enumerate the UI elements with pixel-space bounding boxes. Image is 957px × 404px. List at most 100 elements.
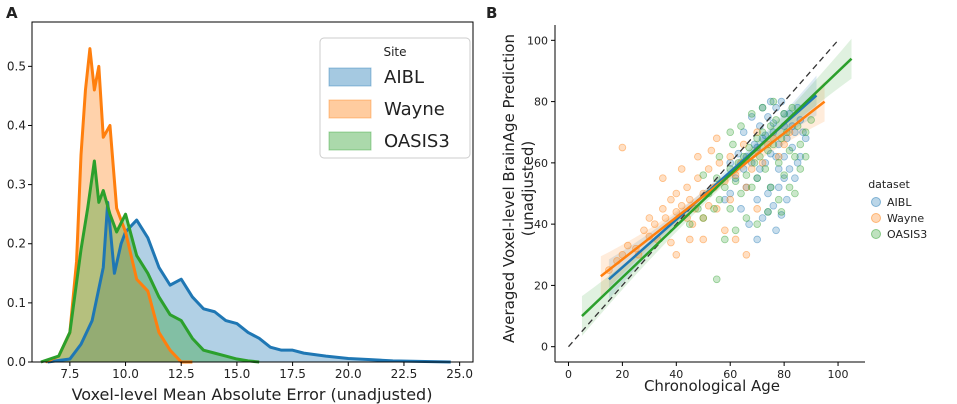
- scatter-point-wayne: [672, 189, 681, 198]
- scatter-point-aibl: [758, 214, 767, 222]
- scatter-point-oasis3: [766, 122, 775, 130]
- scatter-point-oasis3: [788, 103, 797, 112]
- scatter-point-aibl: [764, 189, 772, 198]
- identity-line: [567, 39, 839, 348]
- panel-a-x-tick-label: 20.0: [335, 367, 362, 381]
- scatter-point-oasis3: [753, 220, 761, 228]
- scatter-point-oasis3: [801, 152, 810, 161]
- scatter-point-oasis3: [699, 214, 708, 222]
- panel-a-x-tick-label: 22.5: [391, 367, 418, 381]
- scatter-point-oasis3: [712, 275, 721, 284]
- legend-b-marker-aibl: [871, 197, 881, 207]
- scatter-point-aibl: [774, 140, 783, 149]
- panel-b-y-tick-label: 100: [527, 34, 548, 47]
- panel-a-x-tick-label: 25.0: [446, 367, 473, 381]
- scatter-point-oasis3: [766, 183, 775, 192]
- legend-b-label-oasis3: OASIS3: [887, 228, 927, 241]
- panel-b-x-tick-label: 0: [565, 368, 572, 381]
- scatter-point-aibl: [764, 208, 772, 216]
- panel-a-x-axis-label: Voxel-level Mean Absolute Error (unadjus…: [72, 385, 433, 404]
- panel-a-y-tick-label: 0.5: [7, 59, 26, 73]
- panel-b-axes: 0 20 40 60 80 100 0 20 40 60 80 100: [527, 25, 865, 381]
- panel-a-legend-title: Site: [383, 45, 406, 59]
- panel-a-y-tick-label: 0.1: [7, 296, 26, 310]
- panel-label-a: A: [6, 4, 18, 22]
- scatter-point-aibl: [791, 174, 799, 182]
- scatter-point-aibl: [769, 201, 778, 210]
- panel-b-x-tick-label: 100: [828, 368, 849, 381]
- panel-b-y-tick-label: 20: [534, 279, 548, 292]
- scatter-point-oasis3: [774, 195, 783, 204]
- regression-line-wayne: [600, 100, 826, 278]
- scatter-point-aibl: [799, 128, 807, 137]
- scatter-point-oasis3: [780, 171, 788, 179]
- panel-a-x-tick-label: 7.5: [60, 367, 79, 381]
- panel-label-b: B: [486, 4, 497, 22]
- scatter-point-oasis3: [796, 140, 805, 149]
- legend-a-swatch-oasis3: [328, 131, 372, 151]
- scatter-point-wayne: [694, 174, 702, 182]
- scatter-point-oasis3: [758, 103, 767, 112]
- scatter-point-aibl: [801, 134, 810, 143]
- scatter-point-aibl: [793, 159, 802, 167]
- scatter-point-oasis3: [796, 165, 805, 173]
- panel-a-x-tick-label: 17.5: [279, 367, 306, 381]
- panel-a-y-tick-label: 0.3: [7, 178, 26, 192]
- scatter-point-oasis3: [742, 171, 751, 179]
- scatter-point-oasis3: [753, 134, 761, 143]
- scatter-point-oasis3: [742, 214, 751, 222]
- scatter-point-aibl: [737, 205, 745, 213]
- panel-b-x-tick-label: 60: [723, 368, 737, 381]
- scatter-point-oasis3: [774, 159, 783, 167]
- scatter-point-aibl: [766, 149, 775, 158]
- panel-a-legend: Site AIBL Wayne OASIS3: [319, 37, 471, 159]
- panel-a-x-tick-label: 10.0: [112, 367, 139, 381]
- legend-a-label-oasis3: OASIS3: [384, 131, 450, 152]
- scatter-point-aibl: [766, 183, 775, 192]
- scatter-point-wayne: [715, 159, 724, 167]
- panel-b-x-tick-label: 20: [615, 368, 629, 381]
- scatter-point-oasis3: [791, 152, 799, 161]
- scatter-point-wayne: [667, 238, 675, 247]
- panel-b-regression-lines: [567, 39, 853, 348]
- scatter-point-wayne: [640, 226, 648, 235]
- panel-b-x-tick-label: 40: [669, 368, 683, 381]
- scatter-point-aibl: [745, 220, 753, 228]
- legend-b-label-aibl: AIBL: [887, 196, 912, 209]
- scatter-point-wayne: [618, 143, 627, 152]
- panel-b-x-axis-label: Chronological Age: [644, 377, 780, 395]
- scatter-point-wayne: [742, 250, 751, 259]
- scatter-point-wayne: [712, 205, 721, 213]
- panel-a-density-chart: 7.5 10.0 12.5 15.0 17.5 20.0 22.5 25.0 0.0 0.1 0.2…: [7, 21, 474, 404]
- scatter-point-oasis3: [726, 128, 735, 137]
- panel-b-legend-title: dataset: [868, 178, 910, 191]
- scatter-point-aibl: [747, 113, 756, 121]
- panel-a-x-tick-label: 15.0: [224, 367, 251, 381]
- legend-b-marker-wayne: [871, 213, 881, 223]
- scatter-point-oasis3: [769, 97, 778, 106]
- scatter-point-oasis3: [785, 146, 794, 155]
- panel-b-y-tick-label: 60: [534, 157, 548, 170]
- scatter-point-wayne: [712, 134, 721, 143]
- scatter-point-aibl: [791, 128, 799, 137]
- scatter-point-oasis3: [745, 143, 753, 152]
- scatter-point-oasis3: [750, 159, 759, 167]
- scatter-point-aibl: [753, 174, 761, 182]
- panel-b-scatter-chart: 0 20 40 60 80 100 0 20 40 60 80 100 Averaged Voxel-…: [500, 25, 927, 395]
- legend-a-swatch-aibl: [328, 67, 372, 87]
- scatter-point-oasis3: [715, 152, 724, 161]
- legend-b-marker-oasis3: [871, 229, 881, 239]
- scatter-point-wayne: [685, 235, 694, 244]
- scatter-point-oasis3: [731, 177, 740, 186]
- scatter-point-wayne: [721, 226, 729, 235]
- scatter-point-wayne: [685, 195, 694, 204]
- scatter-point-oasis3: [801, 128, 810, 137]
- scatter-point-aibl: [780, 174, 788, 182]
- panel-b-y-tick-label: 40: [534, 218, 548, 231]
- panel-b-points-layer: [605, 97, 815, 284]
- panel-a-axes: 7.5 10.0 12.5 15.0 17.5 20.0 22.5 25.0 0.0 0.1 0.2…: [7, 59, 473, 381]
- scatter-point-oasis3: [737, 189, 745, 198]
- panel-b-x-tick-label: 80: [777, 368, 791, 381]
- scatter-point-aibl: [742, 183, 751, 192]
- scatter-point-oasis3: [731, 226, 740, 235]
